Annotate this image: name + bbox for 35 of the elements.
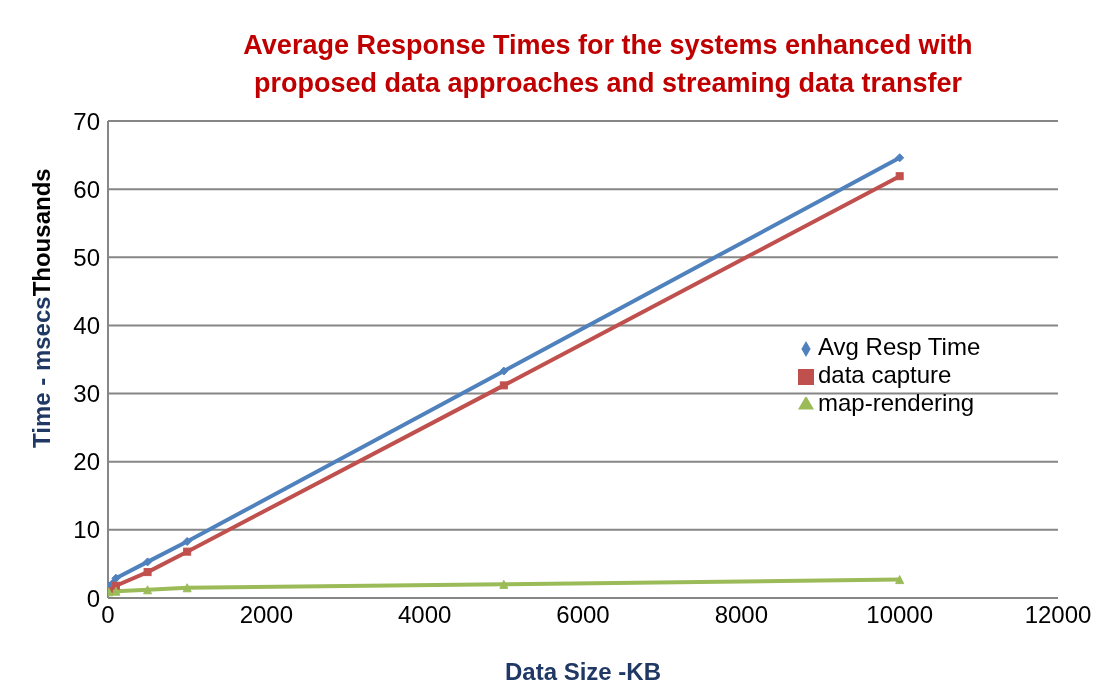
point [143, 585, 153, 595]
y-axis-title: Time - msecs [28, 296, 55, 448]
y-tick-label: 40 [73, 311, 100, 339]
y-tick-label: 10 [73, 516, 100, 544]
x-tick-label: 2000 [239, 601, 294, 629]
point [499, 366, 509, 376]
x-tick-label: 12000 [1024, 601, 1092, 629]
legend-label: map-rendering [818, 389, 975, 416]
point [182, 583, 192, 593]
y-tick-label: 50 [73, 243, 100, 271]
text: Thousands [28, 168, 55, 297]
x-tick-label: 8000 [714, 601, 769, 629]
legend-label: data capture [818, 361, 952, 388]
point [499, 579, 509, 589]
point [895, 153, 905, 163]
y-tick-label: 30 [73, 380, 100, 408]
x-axis-title: Data Size -KB [504, 658, 662, 685]
x-tick-label: 4000 [397, 601, 452, 629]
point [182, 536, 192, 546]
legend-label: Avg Resp Time [818, 333, 981, 360]
y-tick-label: 60 [73, 175, 100, 203]
point [143, 557, 153, 567]
chart-title: Average Response Times for the systems enhanced with proposed data approaches and streaming data transfer [242, 29, 974, 100]
point [895, 575, 905, 585]
x-tick-label: 10000 [866, 601, 934, 629]
y-tick-label: 70 [73, 107, 100, 135]
x-tick-label: 6000 [556, 601, 610, 629]
point [183, 547, 192, 556]
point [143, 568, 152, 577]
y-tick-label: 20 [73, 448, 100, 476]
point [111, 573, 121, 583]
point [111, 586, 121, 596]
y-tick-label: 0 [86, 584, 100, 612]
point [895, 172, 904, 181]
point [499, 381, 508, 390]
